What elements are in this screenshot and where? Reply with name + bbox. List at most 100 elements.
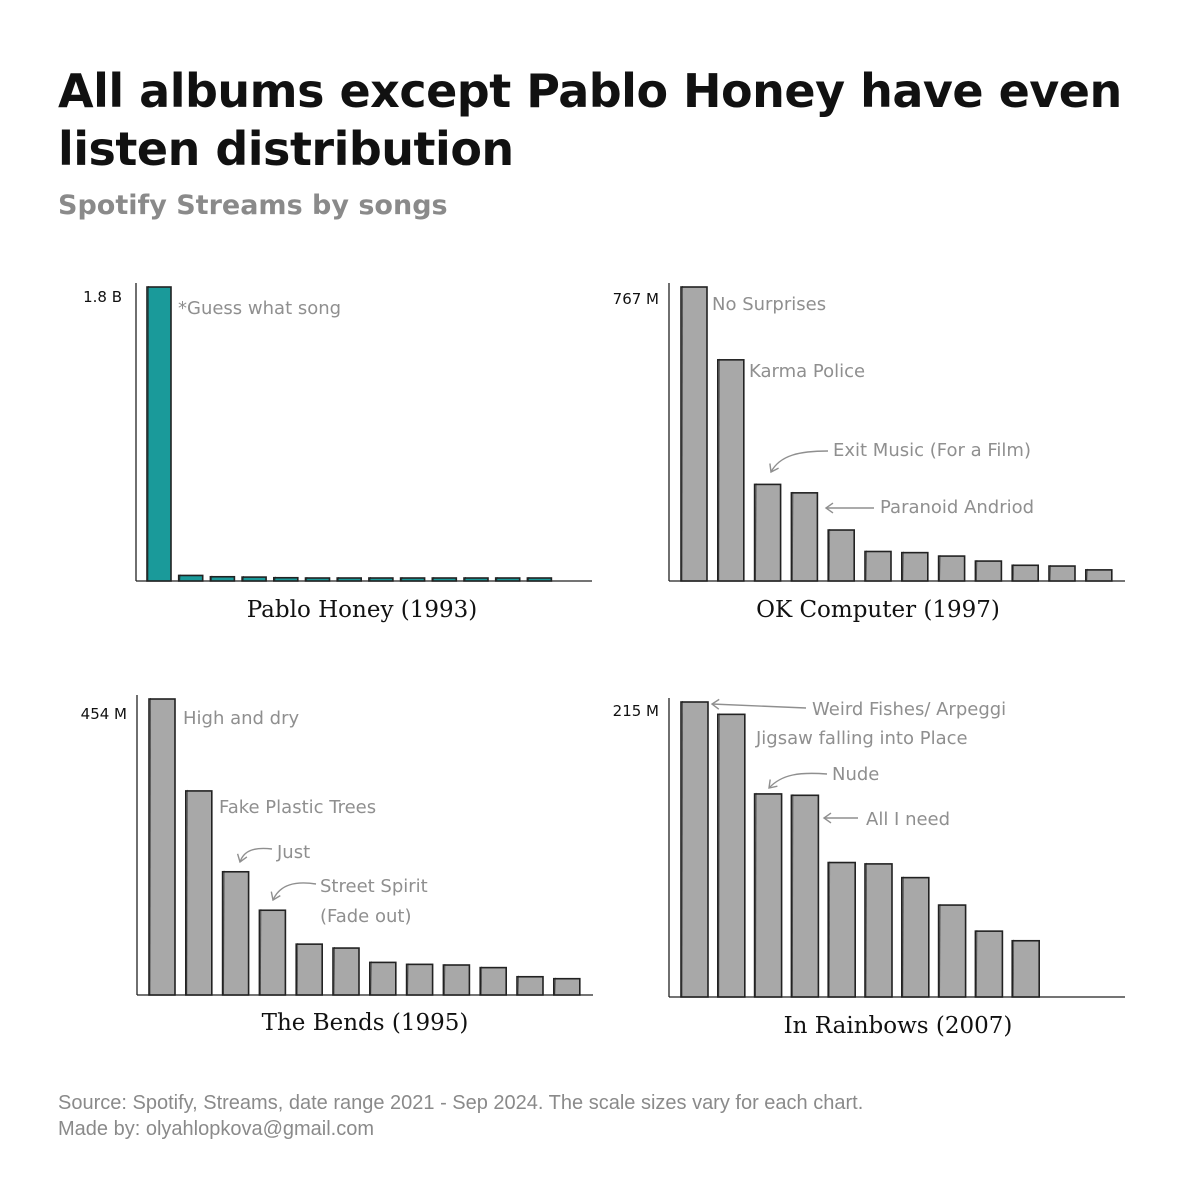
bar	[258, 909, 287, 996]
bar	[332, 947, 360, 996]
bar-sketch-line	[147, 285, 149, 582]
source-note: Source: Spotify, Streams, date range 202…	[58, 1092, 864, 1114]
album-label: Pablo Honey (1993)	[247, 597, 478, 623]
chart-subtitle: Spotify Streams by songs	[58, 190, 448, 221]
max-value-label: 1.8 B	[83, 288, 122, 306]
bar-sketch-line	[370, 961, 372, 996]
song-annotation-label: Karma Police	[749, 361, 865, 382]
chart-panel: 1.8 B Pablo Honey (1993) *Guess what song	[83, 283, 592, 623]
bar-sketch-line	[554, 977, 556, 996]
bar-sketch-line	[517, 975, 519, 996]
bar	[431, 577, 458, 582]
bar-sketch-line	[260, 909, 262, 996]
bar	[368, 961, 397, 996]
bar-sketch-line	[333, 947, 335, 996]
bar	[1011, 564, 1040, 582]
bar-sketch-line	[337, 576, 340, 582]
bar	[827, 529, 856, 582]
author-credit: Made by: olyahlopkova@gmail.com	[58, 1118, 375, 1140]
annotation-arrowhead	[768, 779, 778, 789]
bar	[974, 930, 1004, 998]
song-annotation-label: Exit Music (For a Film)	[833, 440, 1031, 461]
song-annotation-label: High and dry	[183, 708, 300, 729]
max-value-label: 454 M	[81, 705, 127, 723]
bar	[790, 492, 819, 582]
bar	[241, 576, 267, 582]
bar	[463, 577, 489, 582]
bar-sketch-line	[865, 862, 867, 998]
bar-sketch-line	[755, 483, 757, 582]
bar-sketch-line	[306, 576, 308, 582]
bar	[864, 550, 892, 582]
bar-sketch-line	[865, 550, 867, 582]
bar	[680, 286, 708, 582]
bar-sketch-line	[444, 964, 446, 996]
song-annotation-label: Paranoid Andriod	[880, 497, 1034, 518]
song-annotation-label: (Fade out)	[320, 906, 411, 927]
bar	[177, 574, 204, 582]
bar-sketch-line	[902, 876, 904, 998]
annotation-arrow	[768, 772, 828, 789]
bar	[221, 870, 250, 996]
bar-sketch-line	[828, 529, 831, 582]
bar-sketch-line	[211, 575, 213, 582]
bar	[405, 963, 434, 996]
annotation-arrow	[239, 847, 273, 863]
bar-sketch-line	[274, 576, 276, 582]
bar	[790, 794, 820, 998]
bar	[827, 861, 857, 998]
max-value-label: 215 M	[613, 702, 659, 720]
bar-sketch-line	[242, 576, 244, 582]
bar	[146, 286, 172, 582]
bar	[494, 577, 521, 582]
bar	[716, 359, 745, 582]
bar-sketch-line	[718, 358, 720, 582]
song-annotation-label: Jigsaw falling into Place	[755, 728, 968, 749]
bar-sketch-line	[296, 943, 299, 996]
bar-sketch-line	[464, 576, 466, 582]
bar-sketch-line	[681, 700, 683, 998]
song-annotation-label: All I need	[866, 809, 950, 830]
bar	[753, 793, 783, 998]
bar-sketch-line	[718, 713, 720, 998]
bar	[937, 555, 966, 582]
bar	[209, 575, 236, 582]
bar	[552, 977, 581, 996]
bar	[900, 876, 930, 998]
bar	[148, 698, 176, 996]
bar-sketch-line	[792, 491, 794, 582]
bar-sketch-line	[480, 966, 483, 996]
bar-sketch-line	[828, 861, 831, 998]
bar	[900, 551, 929, 582]
bar-sketch-line	[407, 963, 409, 996]
annotation-arrow	[272, 882, 317, 901]
annotation-arrow	[770, 450, 829, 473]
bar	[479, 966, 508, 996]
chart-panel: 215 M In Rainbows (2007) Weird Fishes/ Arp…	[613, 698, 1125, 1039]
bar	[272, 576, 299, 582]
bar-sketch-line	[1049, 565, 1051, 582]
bar-sketch-line	[902, 551, 904, 582]
bar	[864, 863, 893, 998]
bar	[304, 577, 331, 582]
annotation-arrow	[711, 703, 807, 709]
bar-sketch-line	[1012, 564, 1015, 582]
bar-sketch-line	[939, 904, 941, 998]
annotation-arrowhead	[769, 463, 779, 474]
song-annotation-label: *Guess what song	[178, 298, 341, 319]
bar	[185, 790, 213, 996]
song-annotation-label: Street Spirit	[320, 876, 428, 897]
song-annotation-label: Nude	[832, 764, 879, 785]
bar	[516, 975, 544, 996]
bar	[753, 483, 782, 582]
chart-panel: 767 M OK Computer (1997) No Surprises Karma…	[613, 283, 1125, 623]
bar-sketch-line	[681, 285, 683, 582]
bar-sketch-line	[1012, 939, 1015, 998]
bar-sketch-line	[792, 794, 794, 998]
bar	[368, 577, 394, 582]
bar	[526, 577, 553, 582]
bar-sketch-line	[223, 870, 225, 996]
annotation-arrowhead	[710, 698, 720, 710]
bar	[295, 943, 324, 996]
chart-panel: 454 M The Bends (1995) High and dry Fake Pl…	[81, 695, 593, 1036]
